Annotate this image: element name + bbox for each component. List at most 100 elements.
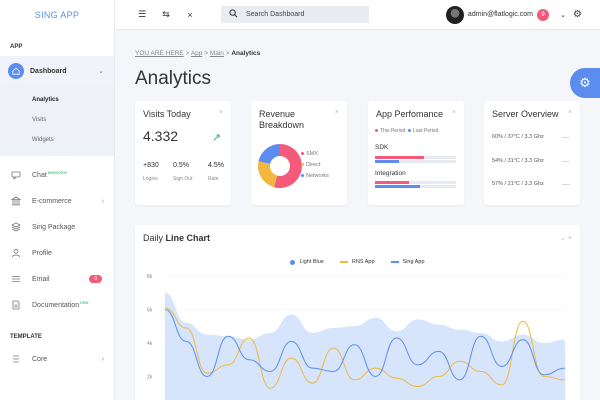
sidebar-item-label: Documentation: [32, 301, 80, 309]
awesome-tag: awesome: [47, 170, 68, 175]
home-icon: [8, 63, 24, 79]
user-icon: [10, 247, 22, 259]
sidebar-item-sing-package[interactable]: Sing Package: [0, 214, 114, 240]
core-icon: [10, 353, 22, 365]
chevron-right-icon: ›: [101, 355, 104, 363]
legend-smx: SMX: [301, 151, 318, 157]
close-icon[interactable]: ×: [567, 109, 572, 116]
layers-icon: [10, 221, 22, 233]
close-icon[interactable]: ×: [218, 109, 223, 116]
revenue-breakdown-card: Revenue Breakdown × SMX Direct Networks: [251, 101, 347, 205]
email-badge: 9: [89, 275, 102, 283]
chevron-right-icon: ›: [101, 197, 104, 205]
breadcrumb-sep: >: [204, 50, 209, 57]
chart-legend: Light Blue RNS App Sing App: [135, 259, 580, 265]
sidebar: SING APP APP Dashboard ⌄ Analytics Visit…: [0, 0, 115, 400]
app-performance-card: App Perfomance × This Period Last Period…: [368, 101, 464, 205]
server-sparkline-3: [562, 184, 570, 185]
sidebar-item-label: Sing Package: [32, 223, 76, 231]
chevron-down-icon: ⌄: [98, 68, 104, 75]
integration-last-bar: [375, 185, 456, 188]
bank-icon: [10, 195, 22, 207]
breadcrumb-current: Analytics: [231, 50, 261, 57]
legend-direct: Direct: [301, 162, 320, 168]
submenu-item-analytics[interactable]: Analytics: [32, 97, 59, 103]
line-chart-svg: 8k 6k 4k 2k: [147, 274, 566, 400]
submenu-item-widgets[interactable]: Widgets: [32, 137, 54, 143]
sdk-last-fill: [375, 160, 400, 163]
legend-rns-app[interactable]: RNS App: [339, 259, 375, 265]
series-rns-app: [164, 307, 566, 389]
integration-last-fill: [375, 185, 420, 188]
legend-sing-app[interactable]: Sing App: [390, 259, 425, 265]
card-title: Visits Today: [143, 109, 191, 119]
server-row-3: 57% / 21°C / 3.3 Ghz: [492, 181, 544, 187]
chart-title-bold: Line Chart: [165, 233, 211, 243]
swap-arrows-icon[interactable]: ⇆: [162, 9, 170, 19]
integration-this-fill: [375, 181, 410, 184]
integration-this-bar: [375, 181, 456, 184]
search-placeholder: Search Dashboard: [246, 11, 305, 18]
brand-logo[interactable]: SING APP: [34, 10, 80, 20]
collapse-close-icons[interactable]: ⌄ ×: [560, 235, 572, 242]
topbar: ☰ ⇆ × Search Dashboard admin@flatlogic.c…: [115, 0, 600, 30]
page-title: Analytics: [135, 68, 212, 89]
settings-gear-icon[interactable]: ⚙: [570, 68, 600, 98]
menu-icon: [10, 273, 22, 285]
sidebar-item-ecommerce[interactable]: E-commerce ›: [0, 188, 114, 214]
section-label-template: TEMPLATE: [10, 334, 42, 340]
avatar[interactable]: [445, 5, 464, 24]
visits-today-card: Visits Today × 4.332 ↗ +830 0.5% 4.5% Lo…: [135, 101, 231, 205]
gear-icon[interactable]: ⚙: [573, 9, 582, 20]
user-menu[interactable]: admin@flatlogic.com 9: [445, 5, 549, 24]
close-icon[interactable]: ×: [334, 109, 339, 116]
sidebar-item-label: Profile: [32, 249, 52, 257]
stat-signout-value: 0.5%: [173, 162, 189, 169]
sidebar-item-chat[interactable]: Chat awesome: [0, 162, 114, 188]
sidebar-item-core[interactable]: Core ›: [0, 346, 114, 372]
y-tick-label: 8k: [147, 274, 153, 280]
card-title-line1: Revenue: [259, 109, 296, 119]
notification-badge[interactable]: 9: [537, 8, 549, 21]
donut-slice-networks: [258, 143, 280, 164]
stat-rate-value: 4.5%: [208, 162, 224, 169]
performance-legend: This Period Last Period: [375, 128, 438, 134]
breadcrumb-main[interactable]: Main: [209, 50, 224, 57]
stat-rate-label: Rate: [208, 176, 219, 182]
sidebar-item-label: Email: [32, 275, 50, 283]
close-icon[interactable]: ×: [451, 109, 456, 116]
sdk-this-bar: [375, 156, 456, 159]
submenu-item-visits[interactable]: Visits: [32, 117, 47, 123]
server-sparkline-1: [562, 137, 570, 138]
card-title: Server Overview: [492, 109, 559, 119]
dashboard-submenu: Analytics Visits Widgets: [0, 86, 114, 156]
sdk-label: SDK: [375, 144, 389, 151]
sidebar-item-dashboard[interactable]: Dashboard ⌄: [0, 56, 114, 86]
sidebar-item-profile[interactable]: Profile: [0, 240, 114, 266]
legend-light-blue[interactable]: Light Blue: [290, 259, 324, 265]
sidebar-item-documentation[interactable]: Documentation new: [0, 292, 114, 318]
server-sparkline-2: [562, 161, 570, 162]
new-tag: new: [80, 300, 89, 305]
close-icon[interactable]: ×: [187, 9, 193, 20]
hamburger-menu-icon[interactable]: ☰: [137, 9, 147, 19]
chevron-down-icon[interactable]: ⌄: [560, 11, 566, 19]
search-input[interactable]: Search Dashboard: [221, 6, 369, 23]
chart-title-prefix: Daily: [143, 233, 164, 243]
breadcrumb-app[interactable]: App: [190, 50, 203, 57]
sidebar-item-label: Dashboard: [30, 67, 67, 75]
y-tick-label: 6k: [147, 308, 153, 314]
trend-up-icon: ↗: [211, 132, 221, 144]
stat-logins-value: +830: [143, 162, 159, 169]
breadcrumb: YOU ARE HERE > App > Main > Analytics: [135, 50, 260, 57]
breadcrumb-prefix: YOU ARE HERE: [135, 50, 184, 57]
sidebar-item-email[interactable]: Email 9: [0, 266, 114, 292]
visits-value: 4.332: [143, 128, 179, 144]
stat-signout-label: Sign Out: [173, 176, 193, 182]
user-email: admin@flatlogic.com: [467, 11, 533, 18]
card-title: Daily Line Chart: [143, 233, 210, 243]
document-icon: [10, 299, 22, 311]
section-label-app: APP: [10, 44, 23, 50]
donut-slice-smx: [274, 144, 302, 188]
stat-logins-label: Logins: [143, 176, 158, 182]
